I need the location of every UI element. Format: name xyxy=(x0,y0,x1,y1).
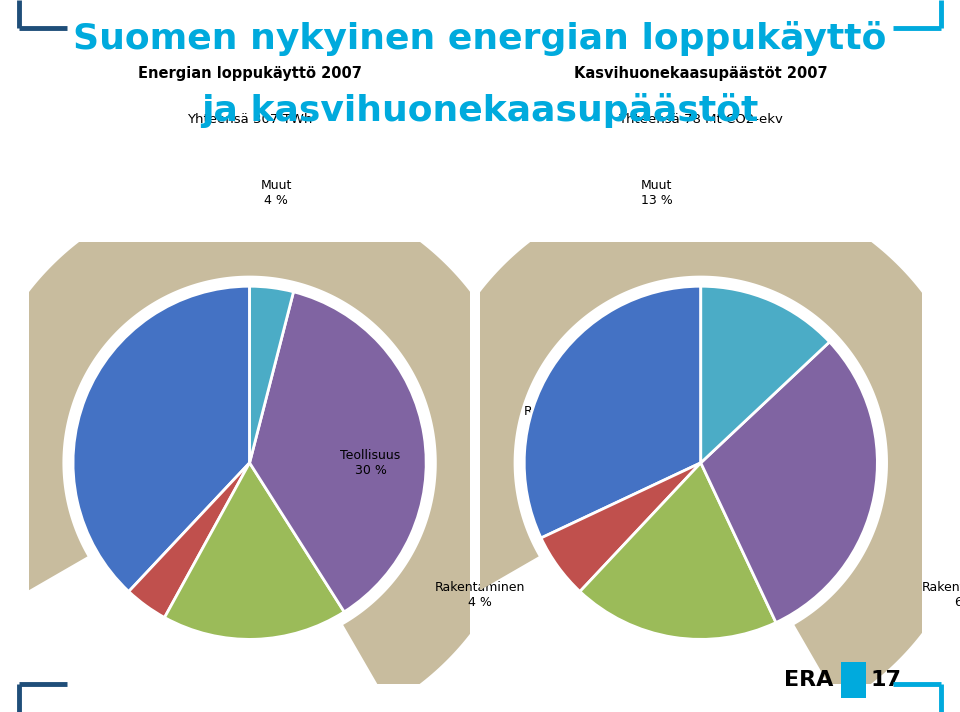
Text: Kasvihuonekaasupäästöt 2007: Kasvihuonekaasupäästöt 2007 xyxy=(574,66,828,80)
Text: Muut
13 %: Muut 13 % xyxy=(640,179,673,206)
Wedge shape xyxy=(250,286,294,463)
Text: Teollisuus
30 %: Teollisuus 30 % xyxy=(341,449,400,477)
FancyBboxPatch shape xyxy=(841,661,866,698)
Text: Muut
4 %: Muut 4 % xyxy=(260,179,292,206)
Text: ja kasvihuonekaasupäästöt: ja kasvihuonekaasupäästöt xyxy=(202,93,758,127)
Text: Yhteensä 78 Mt CO2-ekv: Yhteensä 78 Mt CO2-ekv xyxy=(618,113,783,126)
Wedge shape xyxy=(541,463,701,592)
Text: Rakennukset
38 %: Rakennukset 38 % xyxy=(523,404,604,433)
Wedge shape xyxy=(129,463,250,617)
Text: Yhteensä 307 TWh: Yhteensä 307 TWh xyxy=(187,113,312,126)
Text: Energian loppukäyttö 2007: Energian loppukäyttö 2007 xyxy=(137,66,362,80)
Wedge shape xyxy=(164,463,345,639)
Text: Rakentaminen
4 %: Rakentaminen 4 % xyxy=(435,581,525,609)
Wedge shape xyxy=(701,342,877,622)
Text: Rakentaminen
6 %: Rakentaminen 6 % xyxy=(922,581,960,609)
Text: Suomen nykyinen energian loppukäyttö: Suomen nykyinen energian loppukäyttö xyxy=(73,21,887,56)
Wedge shape xyxy=(580,463,776,639)
Wedge shape xyxy=(524,286,701,538)
Polygon shape xyxy=(421,184,960,704)
Wedge shape xyxy=(701,286,829,463)
Text: ERA: ERA xyxy=(784,670,833,690)
Wedge shape xyxy=(73,286,250,592)
Polygon shape xyxy=(0,184,529,704)
Text: 17: 17 xyxy=(871,670,901,690)
Wedge shape xyxy=(250,292,426,612)
